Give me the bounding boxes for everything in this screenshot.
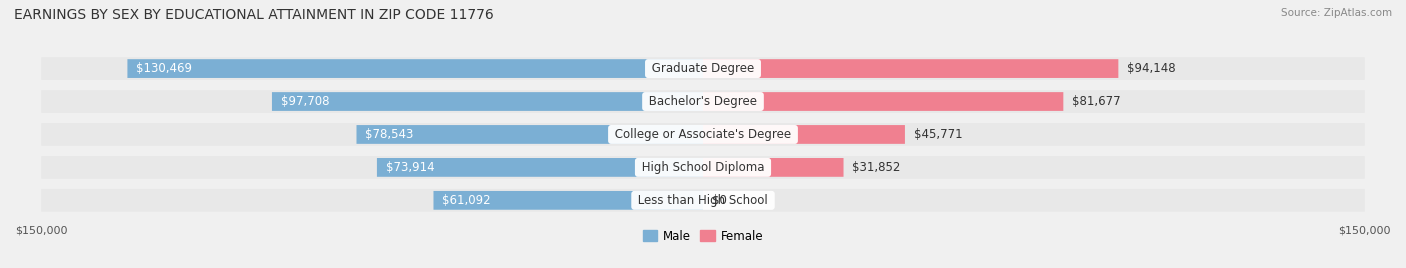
Text: $78,543: $78,543 [366, 128, 413, 141]
FancyBboxPatch shape [41, 90, 1365, 113]
FancyBboxPatch shape [703, 158, 844, 177]
Text: $73,914: $73,914 [385, 161, 434, 174]
FancyBboxPatch shape [433, 191, 703, 210]
Text: $45,771: $45,771 [914, 128, 962, 141]
FancyBboxPatch shape [41, 156, 1365, 179]
Text: $31,852: $31,852 [852, 161, 901, 174]
Text: Graduate Degree: Graduate Degree [648, 62, 758, 75]
Text: $0: $0 [711, 194, 727, 207]
Text: $130,469: $130,469 [136, 62, 193, 75]
Text: High School Diploma: High School Diploma [638, 161, 768, 174]
FancyBboxPatch shape [128, 59, 703, 78]
Text: $61,092: $61,092 [443, 194, 491, 207]
FancyBboxPatch shape [703, 125, 905, 144]
Legend: Male, Female: Male, Female [638, 225, 768, 247]
FancyBboxPatch shape [271, 92, 703, 111]
FancyBboxPatch shape [41, 123, 1365, 146]
Text: Less than High School: Less than High School [634, 194, 772, 207]
FancyBboxPatch shape [357, 125, 703, 144]
FancyBboxPatch shape [703, 59, 1118, 78]
FancyBboxPatch shape [41, 189, 1365, 212]
Text: Source: ZipAtlas.com: Source: ZipAtlas.com [1281, 8, 1392, 18]
Text: $97,708: $97,708 [281, 95, 329, 108]
Text: EARNINGS BY SEX BY EDUCATIONAL ATTAINMENT IN ZIP CODE 11776: EARNINGS BY SEX BY EDUCATIONAL ATTAINMEN… [14, 8, 494, 22]
FancyBboxPatch shape [377, 158, 703, 177]
FancyBboxPatch shape [703, 92, 1063, 111]
Text: Bachelor's Degree: Bachelor's Degree [645, 95, 761, 108]
Text: College or Associate's Degree: College or Associate's Degree [612, 128, 794, 141]
FancyBboxPatch shape [41, 57, 1365, 80]
Text: $94,148: $94,148 [1128, 62, 1175, 75]
Text: $81,677: $81,677 [1073, 95, 1121, 108]
